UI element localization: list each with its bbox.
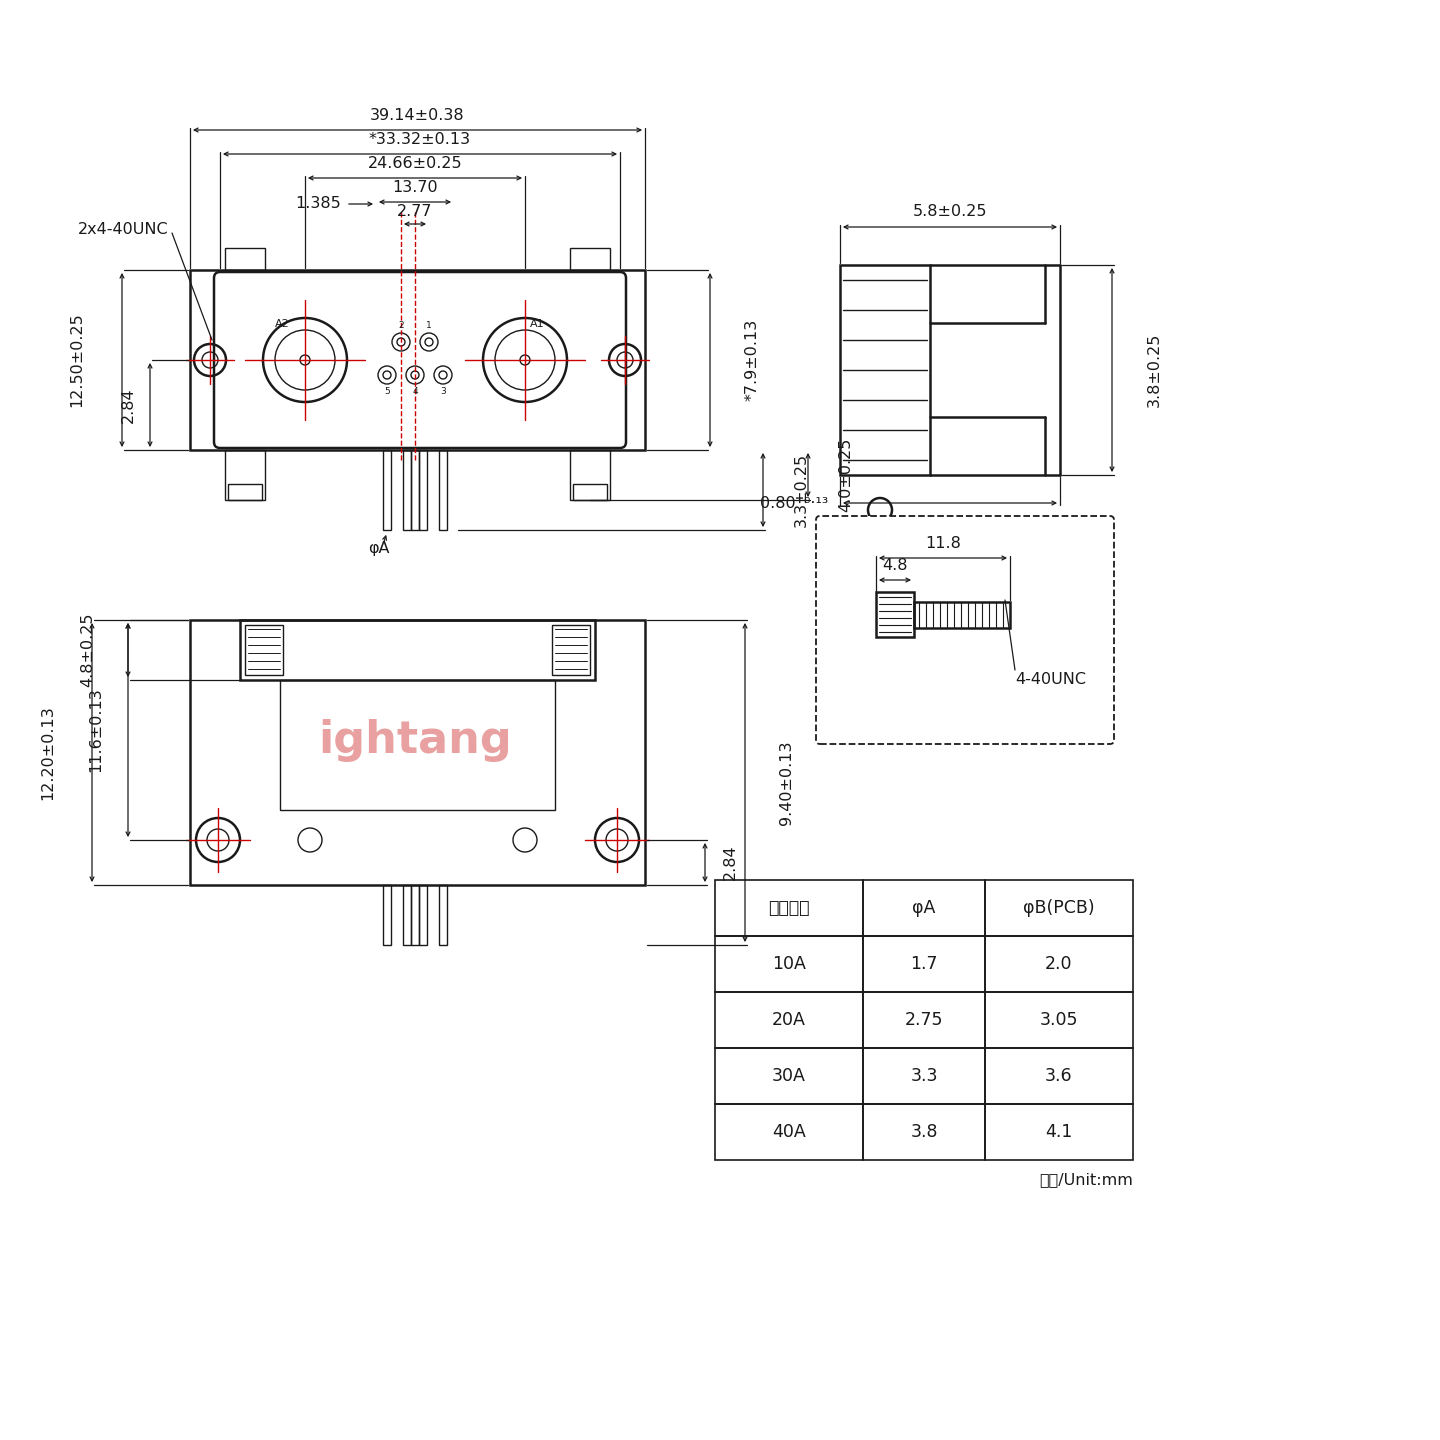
- Bar: [570, 248, 611, 271]
- Text: φA: φA: [913, 899, 936, 917]
- Bar: [985, 936, 1133, 992]
- Text: A2: A2: [275, 320, 289, 328]
- Text: *7.9±0.13: *7.9±0.13: [744, 318, 759, 402]
- Text: 39.14±0.38: 39.14±0.38: [370, 108, 465, 124]
- Bar: [439, 449, 446, 530]
- FancyBboxPatch shape: [816, 516, 1115, 744]
- Text: 4: 4: [412, 386, 418, 396]
- Text: 2.75: 2.75: [904, 1011, 943, 1030]
- Bar: [716, 992, 863, 1048]
- Text: 10A: 10A: [772, 955, 806, 973]
- Bar: [190, 271, 645, 449]
- Text: 4.8±0.25: 4.8±0.25: [81, 613, 95, 687]
- Text: 2.84: 2.84: [723, 845, 737, 880]
- Text: φA: φA: [369, 540, 390, 556]
- Bar: [439, 886, 446, 945]
- Text: 3.8: 3.8: [910, 1123, 937, 1140]
- Text: 3: 3: [441, 386, 446, 396]
- Text: 12.20±0.13: 12.20±0.13: [40, 706, 56, 799]
- Text: 3.3: 3.3: [910, 1067, 937, 1084]
- Text: 40A: 40A: [772, 1123, 806, 1140]
- Bar: [914, 602, 1009, 628]
- Text: 1: 1: [426, 321, 432, 331]
- Bar: [279, 680, 554, 809]
- Bar: [840, 265, 930, 475]
- Bar: [410, 886, 419, 945]
- Bar: [716, 1104, 863, 1161]
- Text: 20A: 20A: [772, 1011, 806, 1030]
- Text: 12.50±0.25: 12.50±0.25: [69, 312, 85, 408]
- Text: ightang: ightang: [318, 719, 511, 762]
- Bar: [716, 880, 863, 936]
- Bar: [863, 1048, 985, 1104]
- Text: 2x4-40UNC: 2x4-40UNC: [78, 223, 168, 238]
- Text: 13.70: 13.70: [392, 180, 438, 196]
- Bar: [716, 1048, 863, 1104]
- Bar: [863, 880, 985, 936]
- Bar: [245, 625, 284, 675]
- Bar: [403, 886, 410, 945]
- Text: 5.8±0.25: 5.8±0.25: [913, 204, 988, 219]
- Bar: [383, 886, 392, 945]
- Bar: [570, 449, 611, 500]
- Text: 3.05: 3.05: [1040, 1011, 1079, 1030]
- Text: φB(PCB): φB(PCB): [1024, 899, 1094, 917]
- Text: 2.0: 2.0: [1045, 955, 1073, 973]
- Text: 11.8: 11.8: [924, 537, 960, 552]
- Bar: [552, 625, 590, 675]
- Text: 4.8: 4.8: [883, 559, 907, 573]
- Text: 30A: 30A: [772, 1067, 806, 1084]
- Text: 3.6: 3.6: [1045, 1067, 1073, 1084]
- Text: 11.6±0.13: 11.6±0.13: [88, 688, 104, 772]
- Text: 3.3±0.25: 3.3±0.25: [793, 454, 808, 527]
- Text: 0.80⁺⁰⋅¹³: 0.80⁺⁰⋅¹³: [760, 495, 828, 511]
- Bar: [863, 992, 985, 1048]
- Text: 2: 2: [399, 321, 403, 331]
- Text: 单位/Unit:mm: 单位/Unit:mm: [1040, 1172, 1133, 1188]
- Text: 24.66±0.25: 24.66±0.25: [367, 157, 462, 171]
- Bar: [240, 621, 595, 680]
- Bar: [985, 1048, 1133, 1104]
- Bar: [403, 449, 410, 530]
- Text: 4.0±0.25: 4.0±0.25: [838, 438, 854, 513]
- Bar: [863, 936, 985, 992]
- Bar: [419, 449, 428, 530]
- Bar: [383, 449, 392, 530]
- Bar: [228, 484, 262, 500]
- Text: 5: 5: [384, 386, 390, 396]
- Text: 4-40UNC: 4-40UNC: [1015, 672, 1086, 687]
- Text: 9.40±0.13: 9.40±0.13: [779, 740, 795, 825]
- Text: A1: A1: [530, 320, 544, 328]
- Text: 3.8±0.25: 3.8±0.25: [1146, 333, 1162, 408]
- Bar: [225, 248, 265, 271]
- Bar: [410, 449, 419, 530]
- Bar: [573, 484, 608, 500]
- Text: 1.385: 1.385: [295, 196, 341, 212]
- Bar: [985, 1104, 1133, 1161]
- Bar: [985, 880, 1133, 936]
- Bar: [419, 886, 428, 945]
- Bar: [716, 936, 863, 992]
- Bar: [863, 1104, 985, 1161]
- Text: 1.7: 1.7: [910, 955, 937, 973]
- Text: 额定电流: 额定电流: [769, 899, 809, 917]
- Bar: [876, 592, 914, 636]
- Bar: [190, 621, 645, 886]
- Bar: [985, 992, 1133, 1048]
- Text: 2.84: 2.84: [121, 387, 135, 423]
- Text: *33.32±0.13: *33.32±0.13: [369, 132, 471, 147]
- Bar: [225, 449, 265, 500]
- Text: 4.1: 4.1: [1045, 1123, 1073, 1140]
- Text: 2.77: 2.77: [397, 204, 433, 219]
